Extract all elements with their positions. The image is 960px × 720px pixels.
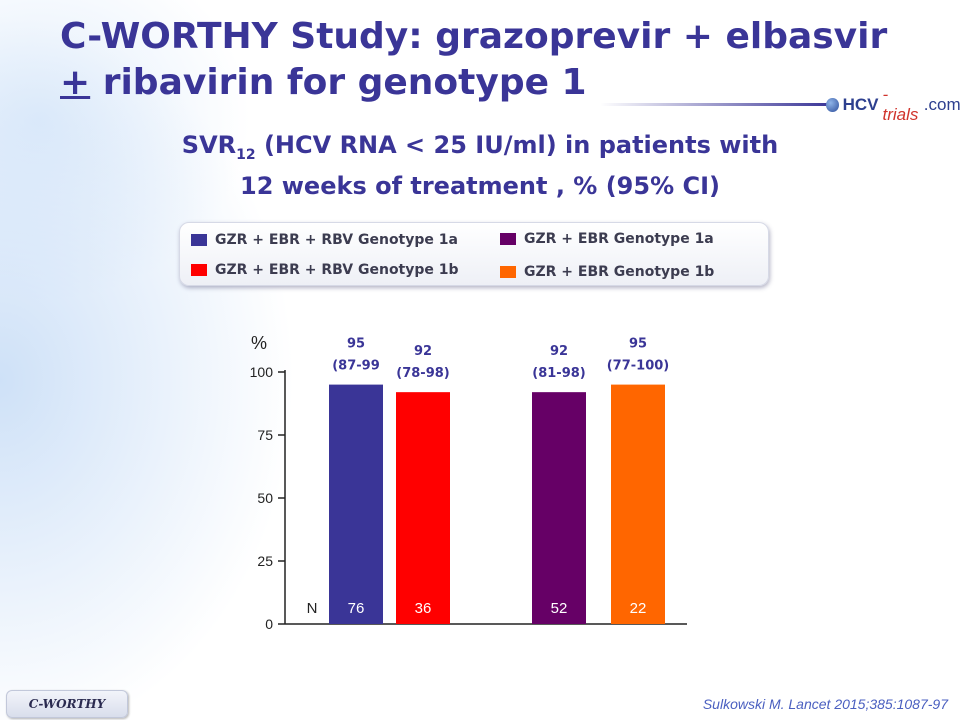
subtitle-svr: SVR	[181, 131, 237, 159]
bar-n-label: 76	[348, 600, 365, 617]
bar-ci-label: (87-99	[332, 359, 380, 374]
legend-swatch	[500, 233, 516, 245]
legend-label: GZR + EBR Genotype 1b	[524, 264, 715, 280]
study-tag-button[interactable]: C-WORTHY	[6, 690, 128, 718]
bar	[532, 392, 586, 624]
bar-n-label: 22	[630, 600, 647, 617]
legend-box: GZR + EBR + RBV Genotype 1a GZR + EBR Ge…	[179, 222, 769, 286]
y-tick-label: 25	[257, 553, 273, 569]
subtitle-line-1: SVR12 (HCV RNA < 25 IU/ml) in patients w…	[130, 130, 830, 171]
bar-value-label: 95	[629, 337, 647, 352]
legend-label: GZR + EBR Genotype 1a	[524, 231, 714, 247]
bar	[611, 384, 665, 624]
logo-text-c: .com	[923, 95, 960, 114]
bar-ci-label: (78-98)	[396, 366, 449, 381]
citation: Sulkowski M. Lancet 2015;385:1087-97	[702, 696, 948, 712]
y-tick-label: 100	[250, 364, 274, 380]
legend-item-gzr-ebr-1a: GZR + EBR Genotype 1a	[500, 231, 714, 247]
legend-swatch	[500, 266, 516, 278]
bar-n-label: 52	[551, 600, 568, 617]
title-line-1: C-WORTHY Study: grazoprevir + elbasvir	[60, 16, 888, 57]
bar-ci-label: (77-100)	[607, 359, 670, 374]
bar-value-label: 95	[347, 337, 365, 352]
slide-title: C-WORTHY Study: grazoprevir + elbasvir +…	[60, 14, 920, 106]
logo-globe-icon	[826, 98, 839, 112]
bar-ci-label: (81-98)	[532, 366, 585, 381]
legend-item-gzr-ebr-1b: GZR + EBR Genotype 1b	[500, 264, 714, 280]
subtitle-rest: (HCV RNA < 25 IU/ml) in patients with	[255, 131, 779, 159]
y-tick-label: 0	[265, 616, 273, 632]
hcv-trials-logo: HCV -trials .com	[826, 85, 960, 124]
legend-item-gzr-ebr-rbv-1a: GZR + EBR + RBV Genotype 1a	[191, 232, 458, 248]
subtitle-subscript: 12	[236, 146, 256, 163]
n-label: N	[307, 600, 318, 617]
legend-swatch	[191, 264, 207, 276]
y-tick-label: 50	[257, 490, 273, 506]
bar	[396, 392, 450, 624]
brand-rule	[600, 103, 830, 106]
legend-label: GZR + EBR + RBV Genotype 1b	[215, 262, 459, 278]
bar-value-label: 92	[550, 344, 568, 359]
bar	[329, 384, 383, 624]
bar-value-label: 92	[414, 344, 432, 359]
plus-minus-sign: +	[60, 62, 91, 103]
legend-swatch	[191, 234, 207, 246]
bar-n-label: 36	[415, 600, 432, 617]
legend-item-gzr-ebr-rbv-1b: GZR + EBR + RBV Genotype 1b	[191, 262, 459, 278]
title-line-2-text: ribavirin for genotype 1	[90, 62, 587, 103]
subtitle-line-2: 12 weeks of treatment , % (95% CI)	[240, 171, 720, 200]
y-axis-label: %	[251, 333, 268, 353]
legend-label: GZR + EBR + RBV Genotype 1a	[215, 232, 458, 248]
logo-text-b: -trials	[882, 85, 919, 124]
logo-text-a: HCV	[842, 95, 879, 114]
y-tick-label: 75	[257, 427, 273, 443]
chart-subtitle: SVR12 (HCV RNA < 25 IU/ml) in patients w…	[130, 130, 830, 202]
title-line-2: + ribavirin for genotype 1	[60, 60, 920, 106]
